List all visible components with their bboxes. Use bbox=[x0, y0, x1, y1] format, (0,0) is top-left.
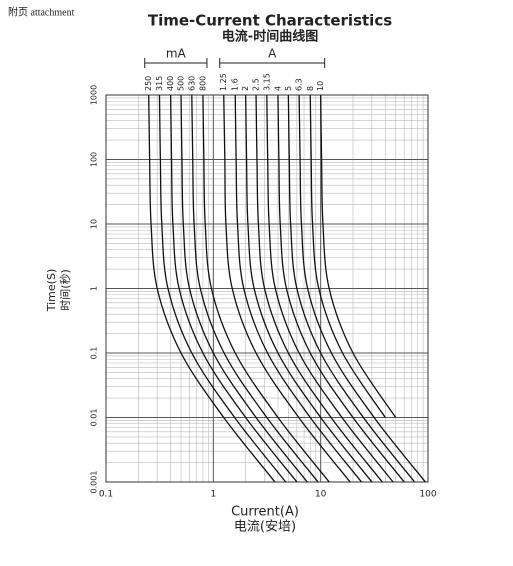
rating-label: 630 bbox=[187, 76, 196, 91]
fuse-curve bbox=[234, 95, 362, 482]
rating-label: 2 bbox=[241, 86, 250, 91]
rating-label: 5 bbox=[284, 86, 293, 91]
x-axis-title: Current(A) bbox=[231, 505, 299, 520]
curves bbox=[148, 95, 426, 482]
fuse-curve bbox=[320, 95, 397, 418]
rating-label: 400 bbox=[166, 76, 175, 91]
rating-label: 2.5 bbox=[252, 78, 261, 91]
y-tick-label: 1 bbox=[90, 286, 99, 291]
rating-label: 6.3 bbox=[295, 78, 304, 91]
fuse-curve bbox=[298, 95, 426, 482]
fuse-curve bbox=[223, 95, 351, 482]
fuse-curve bbox=[244, 95, 373, 482]
fuse-curve bbox=[158, 95, 287, 482]
group-label: mA bbox=[166, 47, 187, 61]
attachment-note: 附页 attachment bbox=[8, 5, 75, 18]
fuse-curve bbox=[309, 95, 386, 418]
fuse-curve bbox=[148, 95, 276, 482]
group-label: A bbox=[268, 47, 277, 61]
y-tick-label: 0.01 bbox=[90, 409, 99, 427]
fuse-curve bbox=[202, 95, 330, 482]
rating-label: 250 bbox=[144, 76, 153, 91]
rating-label: 315 bbox=[155, 76, 164, 91]
rating-label: 1.6 bbox=[231, 78, 240, 91]
fuse-curve bbox=[169, 95, 298, 482]
y-tick-label: 0.1 bbox=[90, 347, 99, 360]
x-tick-label: 100 bbox=[419, 490, 436, 500]
y-tick-label: 100 bbox=[90, 152, 99, 167]
x-tick-label: 1 bbox=[210, 490, 216, 500]
chart-subtitle: 电流-时间曲线图 bbox=[222, 29, 318, 45]
rating-label: 3.15 bbox=[262, 73, 271, 91]
x-axis-title-cn: 电流(安培) bbox=[234, 519, 296, 535]
y-tick-label: 0.001 bbox=[90, 471, 99, 494]
x-tick-label: 10 bbox=[315, 490, 327, 500]
y-axis-title-cn: 时间(秒) bbox=[58, 269, 72, 311]
rating-label: 1.25 bbox=[219, 73, 228, 91]
fuse-curve bbox=[180, 95, 308, 482]
rating-label: 500 bbox=[177, 76, 186, 91]
y-axis-title: Time(S) bbox=[45, 269, 58, 313]
chart-title: Time-Current Characteristics bbox=[148, 12, 392, 30]
rating-label: 8 bbox=[306, 86, 315, 91]
y-tick-label: 1000 bbox=[90, 85, 99, 105]
rating-label: 800 bbox=[198, 76, 207, 91]
x-tick-label: 0.1 bbox=[99, 490, 113, 500]
rating-label: 10 bbox=[316, 81, 325, 91]
y-tick-label: 10 bbox=[90, 219, 99, 229]
fuse-curve bbox=[266, 95, 394, 482]
rating-label: 4 bbox=[273, 86, 282, 91]
fuse-curve bbox=[287, 95, 416, 482]
fuse-curve bbox=[191, 95, 319, 482]
fuse-curve bbox=[255, 95, 383, 482]
fuse-curve bbox=[277, 95, 405, 482]
